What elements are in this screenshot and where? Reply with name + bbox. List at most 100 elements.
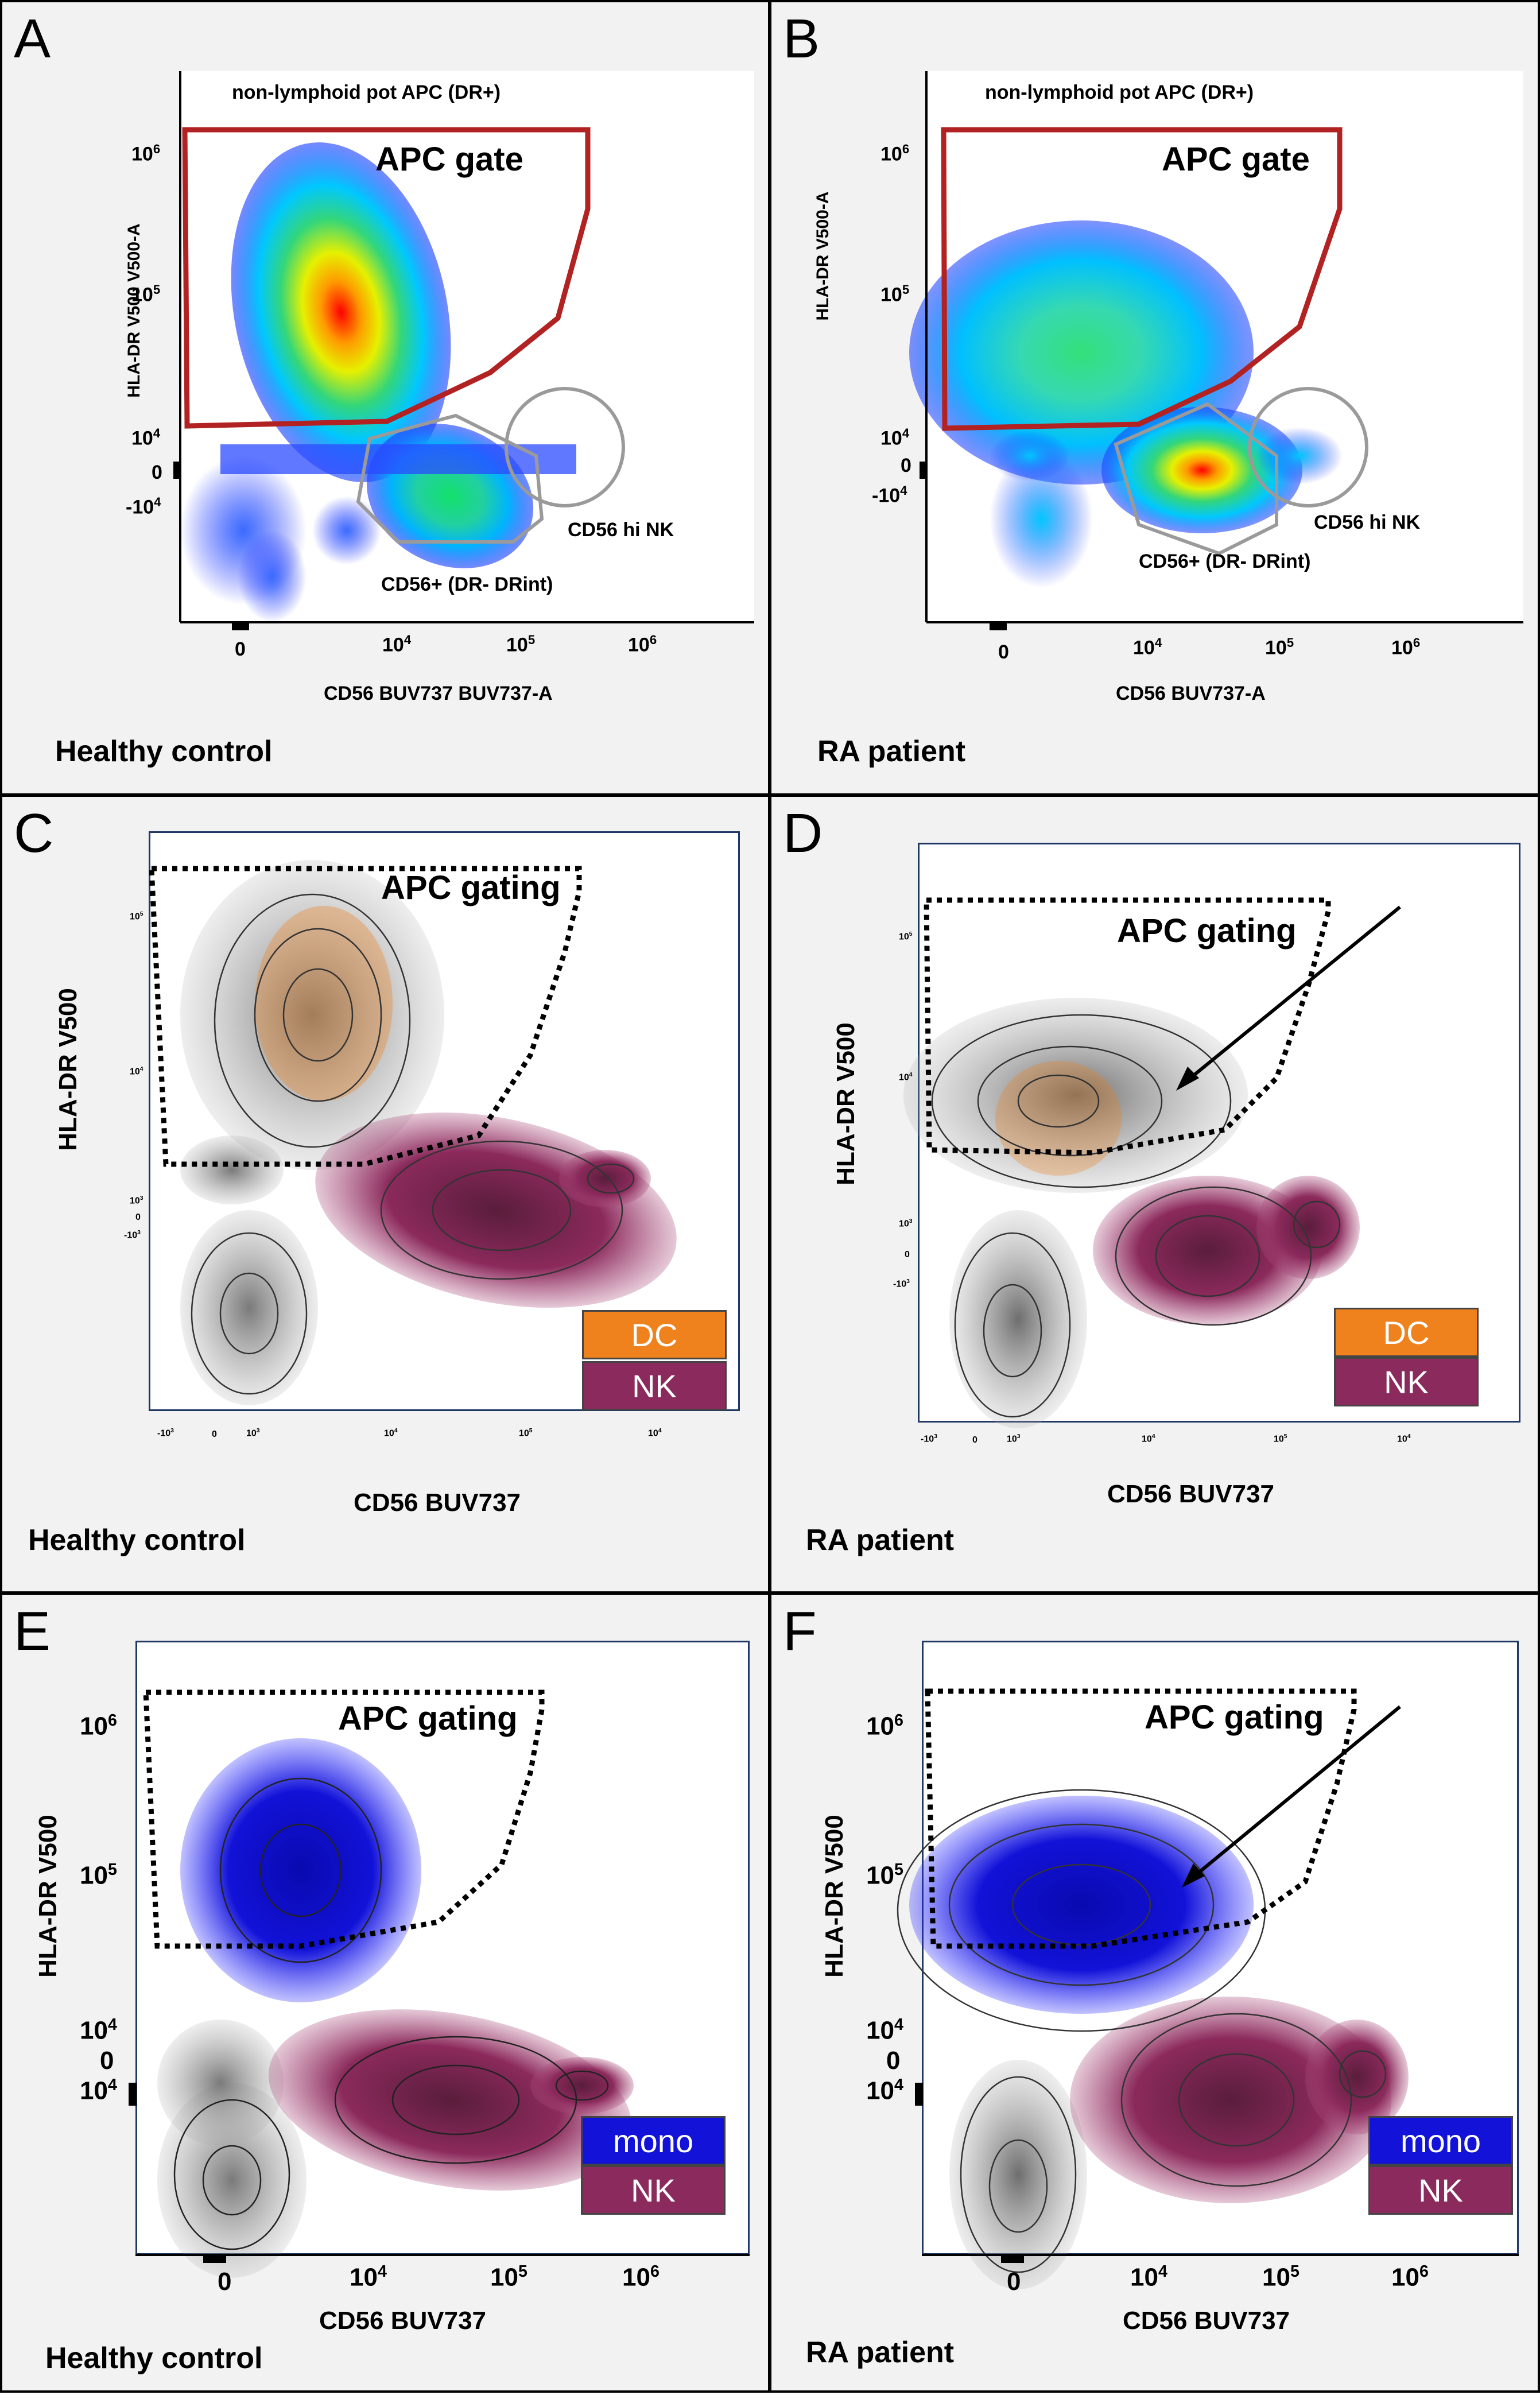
- panel-d: D APC gating 105 104 103 0 -103 -103 0 1…: [769, 795, 1540, 1594]
- population-dc: [255, 906, 393, 1101]
- x-tick-1e6: 106: [622, 2262, 660, 2292]
- y-tick-1e6: 106: [880, 142, 910, 165]
- x-tick-1e5: 105: [1265, 635, 1294, 659]
- population-gray-lower: [949, 1210, 1087, 1428]
- flow-plot-b: [909, 71, 1523, 630]
- panel-letter: C: [14, 803, 54, 864]
- gate-label: APC gate: [1162, 141, 1310, 178]
- y-tick-neg: -103: [893, 1278, 910, 1289]
- y-tick-1e3: 103: [130, 1195, 143, 1206]
- legend-dc: DC: [582, 1310, 727, 1359]
- y-axis-label: HLA-DR V500 V500-A: [125, 223, 143, 398]
- flow-plot-d: [903, 897, 1401, 1428]
- gate-label: APC gate: [375, 141, 523, 178]
- y-tick-1e5: 105: [130, 911, 143, 922]
- gate-label: APC gating: [1117, 912, 1297, 950]
- x-tick-1e4: 104: [350, 2262, 387, 2292]
- cd56-gate: [1114, 402, 1278, 556]
- y-tick-zero: 0: [100, 2047, 114, 2075]
- x-tick-neg: -103: [157, 1428, 174, 1439]
- legend-nk: NK: [1368, 2165, 1513, 2215]
- population-band-zero: [220, 444, 576, 474]
- panel-caption: RA patient: [817, 735, 966, 768]
- y-tick-neg: -104: [126, 495, 161, 518]
- panel-caption: RA patient: [806, 2336, 955, 2369]
- population-dc: [995, 1061, 1122, 1176]
- population-gray-upper: [180, 860, 444, 1170]
- x-tick-zero: 0: [972, 1435, 977, 1445]
- x-axis-label: CD56 BUV737: [1107, 1480, 1275, 1508]
- y-tick-1e5: 105: [899, 931, 913, 942]
- x-tick-1e4: 104: [1142, 1433, 1155, 1444]
- x-tick-1e6: 106: [1391, 2262, 1429, 2292]
- y-axis-label: HLA-DR V500: [820, 1815, 848, 1978]
- legend-nk: NK: [1334, 1357, 1479, 1406]
- flow-plot-a: [173, 71, 754, 630]
- x-tick-1e4: 104: [382, 633, 412, 656]
- y-tick-zero: 0: [901, 455, 911, 476]
- y-tick-zero: 0: [152, 462, 162, 483]
- x-tick-1e5: 105: [490, 2262, 527, 2292]
- x-tick-1e5: 105: [1262, 2262, 1300, 2292]
- x-tick-1e6: 104: [1397, 1433, 1411, 1444]
- y-tick-neg: -103: [124, 1230, 141, 1241]
- cd56-hi-nk-gate: [1248, 387, 1368, 507]
- panel-caption: RA patient: [806, 1524, 955, 1557]
- y-tick-neg: -104: [872, 483, 907, 507]
- y-tick-1e4: 104: [899, 1072, 913, 1083]
- panel-a: A non-lymphoid pot APC (DR+) APC gate CD…: [0, 0, 770, 796]
- y-tick-1e3: 103: [899, 1218, 913, 1229]
- x-axis-label: CD56 BUV737 BUV737-A: [324, 683, 553, 704]
- y-axis-label: HLA-DR V500: [832, 1022, 860, 1185]
- panel-caption: Healthy control: [45, 2342, 263, 2375]
- flow-plot-f: [897, 1688, 1519, 2289]
- x-tick-1e5: 105: [1274, 1433, 1287, 1444]
- cd56-gate: [356, 413, 544, 544]
- panel-e: E APC gating 106 105 104 0 104 0 104 105…: [0, 1592, 770, 2393]
- x-axis-label: CD56 BUV737: [354, 1489, 521, 1517]
- y-axis-label: HLA-DR V500: [54, 988, 82, 1151]
- x-tick-zero: 0: [235, 638, 246, 660]
- apc-gating-gate: [149, 866, 582, 1167]
- flow-plot-e: [129, 1689, 750, 2278]
- legend-nk: NK: [582, 1361, 727, 1410]
- y-tick-1e5: 105: [880, 282, 910, 306]
- gate-label: APC gating: [381, 869, 561, 906]
- x-tick-1e6: 104: [648, 1428, 662, 1439]
- annotation-cd56-plus: CD56+ (DR- DRint): [1139, 551, 1311, 572]
- y-tick-1e5: 105: [80, 1861, 117, 1890]
- population-cd56-hi: [1256, 427, 1343, 485]
- panel-letter: E: [14, 1600, 51, 1662]
- y-tick-1e4: 104: [80, 2016, 117, 2045]
- population-gray-lower: [180, 1210, 318, 1405]
- y-tick-1e4: 104: [131, 426, 161, 449]
- x-tick-1e6: 106: [628, 633, 657, 656]
- legend-mono: mono: [1368, 2116, 1513, 2165]
- y-tick-zero: 0: [905, 1250, 910, 1259]
- y-tick-neg: 104: [80, 2076, 117, 2105]
- arrow: [1181, 905, 1401, 1087]
- legend-mono: mono: [581, 2116, 726, 2165]
- panel-letter: D: [783, 803, 823, 864]
- x-tick-zero: 0: [212, 1429, 217, 1439]
- panel-caption: Healthy control: [28, 1524, 246, 1557]
- population-dr-plus: [231, 142, 451, 482]
- x-tick-1e3: 103: [1007, 1433, 1021, 1444]
- panel-letter: B: [783, 8, 820, 69]
- panel-f: F APC gating 106 105 104 0 104 0 104 105…: [769, 1592, 1540, 2393]
- x-tick-1e3: 103: [246, 1428, 260, 1439]
- arrow: [1186, 1705, 1401, 1884]
- x-tick-1e5: 105: [506, 633, 536, 656]
- apc-gate: [182, 127, 591, 429]
- flow-plot-c: [149, 860, 677, 1405]
- population-nk: [1070, 1997, 1391, 2203]
- x-tick-1e4: 104: [384, 1428, 398, 1439]
- y-tick-1e4: 104: [880, 426, 910, 449]
- x-axis-label: CD56 BUV737: [1123, 2307, 1290, 2335]
- legend-dc: DC: [1334, 1308, 1479, 1357]
- x-tick-1e4: 104: [1133, 635, 1162, 659]
- panel-letter: A: [14, 8, 51, 69]
- apc-gate: [941, 127, 1343, 431]
- gate-title-note: non-lymphoid pot APC (DR+): [232, 82, 501, 103]
- panel-b: B non-lymphoid pot APC (DR+) APC gate CD…: [769, 0, 1540, 796]
